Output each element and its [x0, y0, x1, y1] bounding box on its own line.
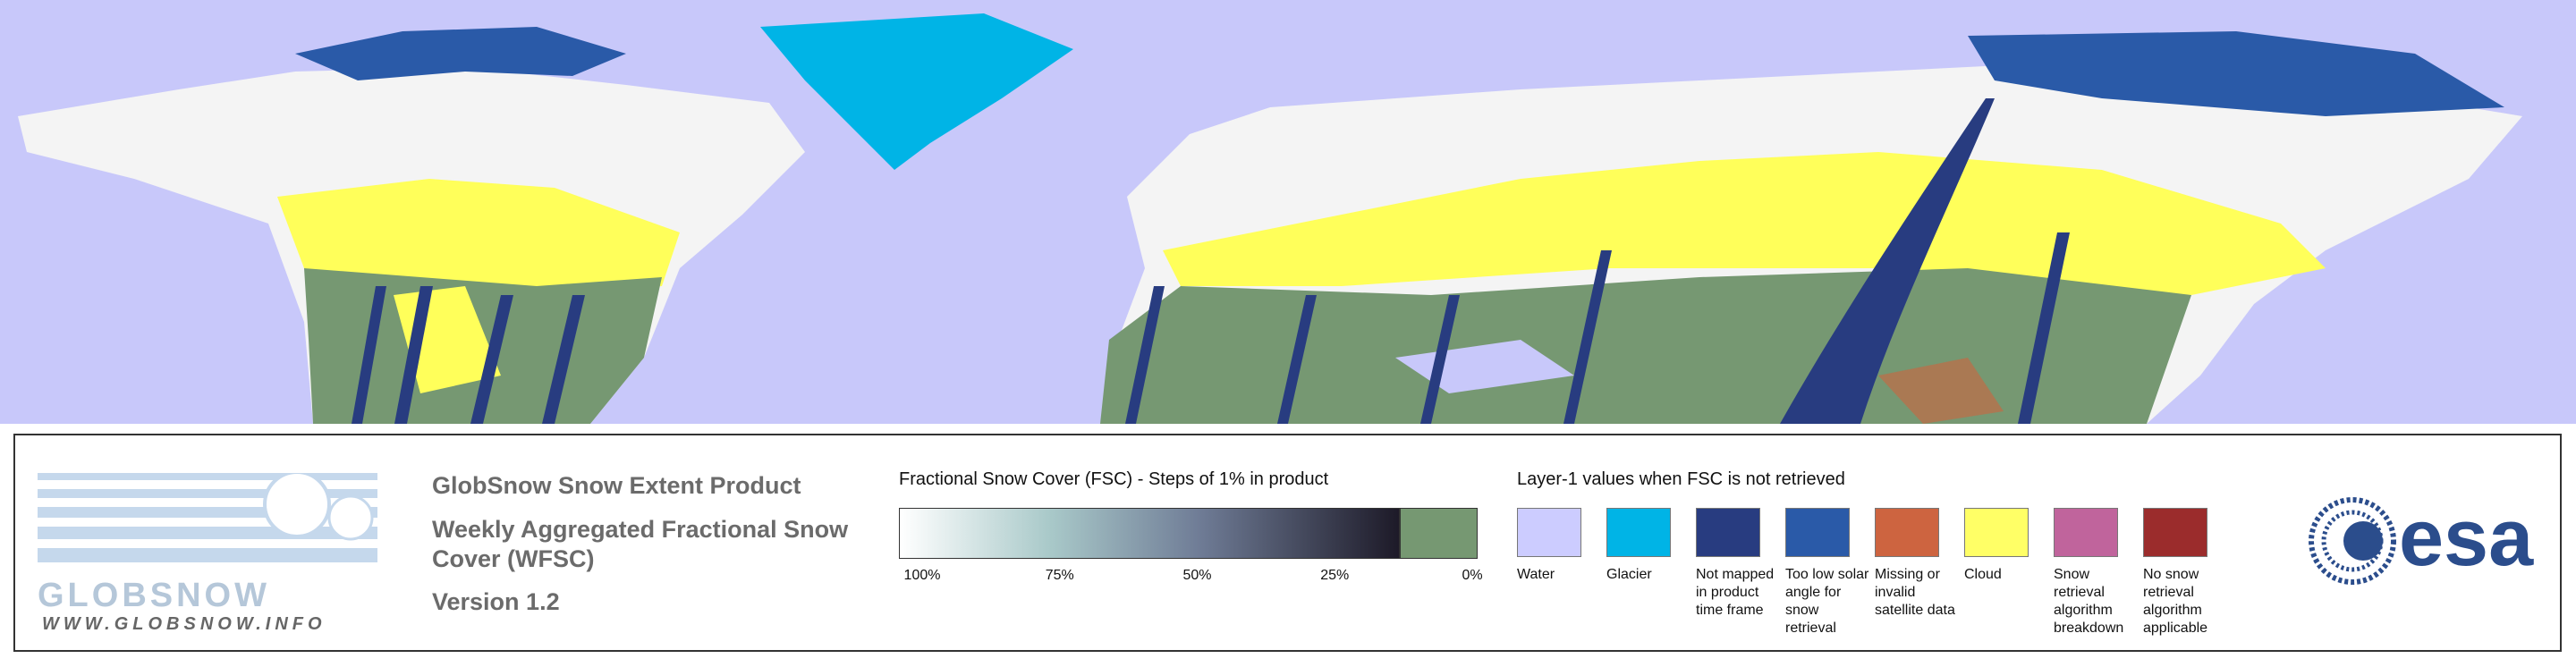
legend-label: Cloud: [1964, 567, 2002, 582]
colorbar-label: 75%: [1045, 568, 1074, 583]
legend-swatch: [1875, 508, 1939, 557]
legend-label: Not mapped in product time frame: [1696, 567, 1775, 618]
logo-graphic: [38, 473, 377, 562]
colorbar-zero: [1400, 508, 1478, 559]
legend-panel: GLOBSNOW WWW.GLOBSNOW.INFO GlobSnow Snow…: [13, 434, 2562, 652]
product-title: GlobSnow Snow Extent Product: [432, 472, 801, 499]
layer1-title: Layer-1 values when FSC is not retrieved: [1517, 469, 1845, 489]
legend-swatch: [1785, 508, 1850, 557]
legend-label: Too low solar angle for snow retrieval: [1785, 567, 1869, 636]
esa-emblem: [2309, 497, 2396, 585]
colorbar-label: 100%: [903, 568, 941, 583]
logo-name: GLOBSNOW: [38, 577, 270, 614]
colorbar-label: 25%: [1320, 568, 1350, 583]
logo-url: WWW.GLOBSNOW.INFO: [42, 614, 326, 634]
legend-label: Missing or invalid satellite data: [1875, 567, 1955, 618]
legend-swatch: [1964, 508, 2029, 557]
legend-swatch: [1606, 508, 1671, 557]
legend-label: Water: [1517, 567, 1555, 582]
legend-swatch: [2143, 508, 2207, 557]
product-version: Version 1.2: [432, 588, 560, 615]
legend-swatch: [1696, 508, 1760, 557]
colorbar-gradient: [899, 508, 1400, 559]
colorbar-label: 50%: [1182, 568, 1212, 583]
legend-label: Glacier: [1606, 567, 1652, 582]
snow-map: [0, 0, 2576, 424]
product-subtitle: Weekly Aggregated Fractional Snow Cover …: [432, 516, 849, 572]
colorbar-label: 0%: [1462, 568, 1483, 583]
legend-label: No snow retrieval algorithm applicable: [2143, 567, 2208, 636]
legend-swatch: [2054, 508, 2118, 557]
colorbar-title: Fractional Snow Cover (FSC) - Steps of 1…: [899, 469, 1329, 489]
legend-label: Snow retrieval algorithm breakdown: [2054, 567, 2124, 636]
legend-swatch: [1517, 508, 1581, 557]
agency-logo: esa: [2399, 494, 2534, 583]
